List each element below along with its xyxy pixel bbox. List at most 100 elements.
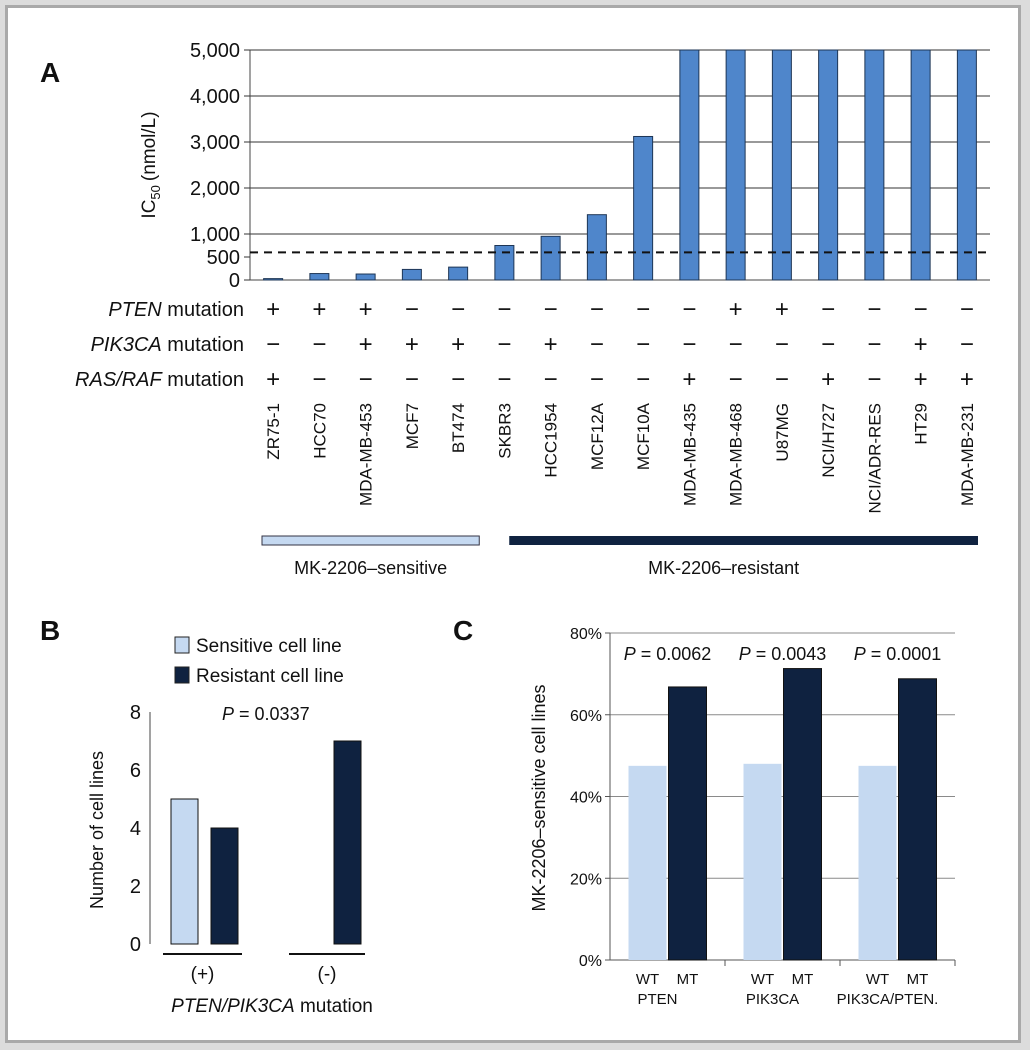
panel-a-bar — [309, 273, 330, 281]
panel-a-mutation-mark: + — [914, 366, 928, 393]
panel-a-tick-label: 3,000 — [190, 132, 240, 154]
panel-a-cell-line-label: HCC1954 — [542, 403, 561, 478]
panel-a-bar — [586, 214, 607, 281]
panel-a-bar — [818, 49, 839, 281]
panel-a-mutation-mark: + — [914, 331, 928, 358]
panel-a-mutation-mark: − — [497, 366, 511, 393]
panel-b-tick-label: 2 — [130, 876, 141, 898]
panel-a-mutation-mark: − — [312, 331, 326, 358]
panel-a-bar — [679, 49, 700, 281]
panel-a-mutation-mark: + — [960, 366, 974, 393]
panel-a-cell-line-label: MCF7 — [403, 403, 422, 449]
panel-a-mutation-row-label: PIK3CA mutation — [91, 334, 244, 356]
panel-a-mutation-mark: − — [636, 366, 650, 393]
panel-c-bar — [628, 765, 667, 960]
panel-c-y-ticks: 0% 20% 40% 60% 80% — [570, 626, 610, 970]
panel-a-cell-line-label: NCI/H727 — [819, 403, 838, 478]
panel-c-tick-label: 80% — [570, 626, 602, 643]
panel-a-cell-line-label: MDA-MB-453 — [357, 403, 376, 506]
panel-a-cell-line-labels: ZR75-1 HCC70 MDA-MB-453 MCF7 BT474 SKBR3 HCC19… — [264, 402, 977, 513]
panel-a-resistant-bar — [509, 536, 978, 545]
panel-a-cell-line-label: MDA-MB-435 — [680, 403, 699, 506]
panel-c-subcategory-mt: MT — [677, 971, 699, 988]
panel-c-p-value: P = 0.0062 — [624, 644, 712, 664]
panel-a-mutation-mark: − — [821, 331, 835, 358]
panel-a-mutation-row-label: PTEN mutation — [108, 299, 244, 321]
panel-b-tick-label: 8 — [130, 702, 141, 724]
panel-a-mutation-mark: + — [451, 331, 465, 358]
panel-a-mutation-mark: + — [821, 366, 835, 393]
panel-a-mutation-mark: + — [405, 331, 419, 358]
panel-a-tick-label: 1,000 — [190, 224, 240, 246]
panel-a-mutation-mark: − — [682, 331, 696, 358]
panel-b-x-label: PTEN/PIK3CA mutation — [171, 996, 373, 1017]
panel-a-bar — [910, 49, 931, 281]
panel-a-mutation-mark: − — [960, 296, 974, 323]
panel-a-mutation-mark: + — [682, 366, 696, 393]
panel-c-subcategory-wt: WT — [636, 971, 659, 988]
panel-a-mutation-mark: − — [682, 296, 696, 323]
panel-a-mutation-mark: + — [266, 296, 280, 323]
panel-b-legend-label: Sensitive cell line — [196, 636, 342, 657]
panel-a-mutation-mark: − — [821, 296, 835, 323]
panel-a-mutation-mark: − — [497, 331, 511, 358]
panel-c-tick-label: 60% — [570, 708, 602, 725]
panel-c-p-value: P = 0.0043 — [739, 644, 827, 664]
panel-a-mutation-mark: + — [775, 296, 789, 323]
panel-c-bar — [858, 765, 897, 960]
panel-c-bar — [668, 686, 707, 961]
panel-a-mutation-mark: + — [359, 296, 373, 323]
panel-c-subcategory-mt: MT — [792, 971, 814, 988]
panel-a-bar — [263, 278, 284, 281]
panel-a-mutation-mark: + — [544, 331, 558, 358]
panel-label-a: A — [40, 57, 60, 88]
panel-a-tick-label: 5,000 — [190, 40, 240, 62]
panel-c-subcategory-wt: WT — [751, 971, 774, 988]
panel-a-mutation-mark: − — [590, 331, 604, 358]
panel-a-mutation-row-label: RAS/RAF mutation — [75, 369, 244, 391]
panel-a-mutation-mark: + — [266, 366, 280, 393]
panel-a-mutation-mark: − — [544, 366, 558, 393]
panel-b-legend-label: Resistant cell line — [196, 666, 344, 687]
panel-a-cell-line-label: MDA-MB-468 — [727, 403, 746, 506]
panel-a-cell-line-label: ZR75-1 — [264, 403, 283, 460]
panel-a-tick-label: 500 — [207, 247, 240, 269]
panel-a-mutation-mark: − — [636, 296, 650, 323]
panel-a-cell-line-label: MCF10A — [634, 402, 653, 470]
panel-a-cell-line-label: NCI/ADR-RES — [865, 403, 884, 514]
panel-c-category-label: PIK3CA/PTEN. — [837, 991, 939, 1008]
panel-b-category-label: (+) — [191, 964, 215, 985]
panel-a-mutation-mark: − — [266, 331, 280, 358]
panel-a-bar — [401, 268, 422, 281]
panel-a-mutation-mark: − — [729, 366, 743, 393]
panel-c-subcategory-mt: MT — [907, 971, 929, 988]
panel-a-cell-line-label: SKBR3 — [495, 403, 514, 459]
panel-a-resistant-label: MK-2206–resistant — [648, 558, 799, 578]
panel-a-tick-label: 0 — [229, 270, 240, 292]
panel-a-mutation-mark: − — [867, 331, 881, 358]
panel-c-tick-label: 0% — [579, 953, 602, 970]
panel-a-mutation-mark: − — [451, 296, 465, 323]
panel-b-y-ticks: 0 2 4 6 8 — [130, 702, 141, 956]
panel-a-bar — [633, 135, 654, 281]
panel-label-c: C — [453, 615, 473, 646]
panel-b-tick-label: 0 — [130, 934, 141, 956]
panel-c-p-values: P = 0.0062 P = 0.0043 P = 0.0001 — [624, 644, 942, 664]
panel-a-cell-line-label: U87MG — [773, 403, 792, 462]
panel-b-categories: (+) (-) — [163, 953, 365, 985]
panel-a-mutation-mark: + — [359, 331, 373, 358]
panel-c-bar — [743, 763, 782, 960]
panel-a-mutation-mark: − — [729, 331, 743, 358]
panel-a-mutation-mark: − — [867, 296, 881, 323]
panel-a-bar — [448, 266, 469, 281]
panel-a-mutation-mark: − — [867, 366, 881, 393]
panel-b-tick-label: 4 — [130, 818, 141, 840]
panel-a-cell-line-label: MCF12A — [588, 402, 607, 470]
panel-a-cell-line-label: BT474 — [449, 403, 468, 453]
panel-a-mutation-mark: − — [312, 366, 326, 393]
panel-a-group-bars: MK-2206–sensitive MK-2206–resistant — [261, 535, 978, 578]
panel-c-y-label: MK-2206–sensitive cell lines — [529, 684, 549, 911]
